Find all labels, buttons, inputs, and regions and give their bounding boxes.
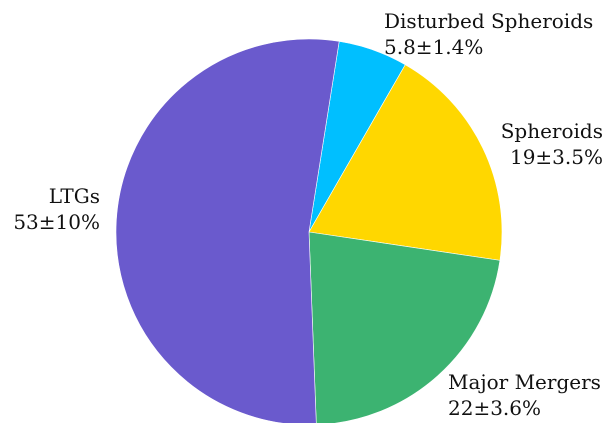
label-disturbed-spheroids-name: Disturbed Spheroids — [384, 9, 593, 33]
label-major-mergers-name: Major Mergers — [448, 370, 601, 394]
label-ltgs-name: LTGs — [49, 184, 100, 208]
label-disturbed-spheroids-value: 5.8±1.4% — [384, 35, 483, 59]
label-spheroids-name: Spheroids — [501, 119, 603, 143]
pie-slice-major-mergers — [308, 231, 501, 423]
pie-slice-spheroids — [308, 64, 503, 261]
label-ltgs-value: 53±10% — [13, 210, 100, 234]
pie-slice-ltgs — [115, 38, 340, 423]
label-major-mergers-value: 22±3.6% — [448, 396, 541, 420]
pie-slices — [115, 38, 503, 423]
label-spheroids-value: 19±3.5% — [510, 145, 603, 169]
